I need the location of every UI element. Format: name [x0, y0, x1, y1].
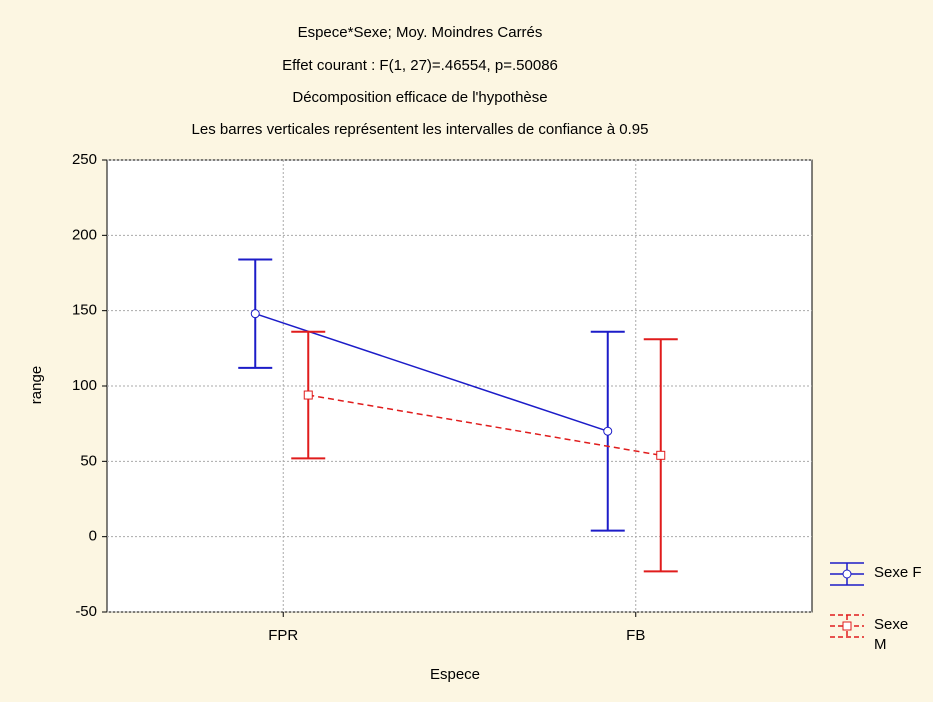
legend-label: Sexe F	[874, 564, 922, 581]
x-tick-label: FPR	[268, 627, 298, 644]
y-tick-label: 50	[80, 452, 97, 469]
chart-title: Espece*Sexe; Moy. Moindres Carrés	[298, 24, 543, 41]
y-axis-label: range	[28, 366, 45, 404]
x-axis-label: Espece	[430, 666, 480, 683]
legend-marker	[842, 621, 852, 631]
subtitle: Les barres verticales représentent les i…	[192, 121, 649, 138]
y-tick-label: 0	[89, 528, 97, 545]
subtitle: Effet courant : F(1, 27)=.46554, p=.5008…	[282, 57, 558, 74]
point	[250, 309, 260, 319]
point	[303, 390, 313, 400]
subtitle: Décomposition efficace de l'hypothèse	[292, 89, 547, 106]
legend-label: Sexe M	[874, 616, 909, 653]
series-line	[255, 312, 608, 432]
y-tick-label: 150	[72, 302, 97, 319]
y-tick-label: 200	[72, 226, 97, 243]
point	[656, 450, 666, 460]
y-tick-label: 100	[72, 377, 97, 394]
legend-marker	[842, 569, 852, 579]
y-tick-label: 250	[72, 151, 97, 168]
x-tick-label: FB	[626, 627, 645, 644]
y-tick-label: -50	[75, 603, 97, 620]
point	[603, 426, 613, 436]
